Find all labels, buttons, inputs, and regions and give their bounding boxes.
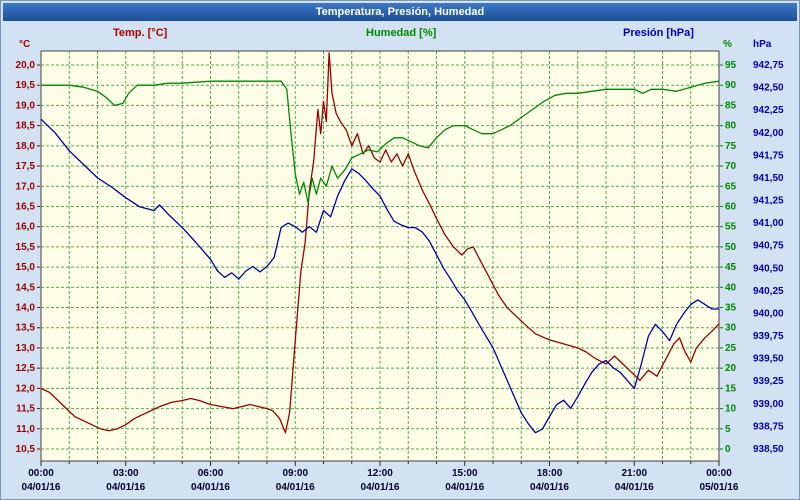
pressure-tick-label: 938,50	[753, 444, 784, 455]
x-date-label: 04/01/16	[445, 482, 484, 493]
humidity-tick-label: 70	[725, 161, 737, 172]
x-date-label: 04/01/16	[361, 482, 400, 493]
x-date-label: 05/01/16	[700, 482, 739, 493]
temp-tick-label: 14,5	[16, 282, 36, 293]
series-line-pressure	[40, 118, 719, 434]
temp-tick-label: 11,0	[16, 424, 35, 435]
temp-tick-label: 17,5	[16, 161, 36, 172]
temp-tick-label: 18,0	[16, 141, 36, 152]
temp-tick-label: 17,0	[16, 181, 36, 192]
pressure-tick-label: 938,75	[753, 421, 784, 432]
pressure-tick-label: 942,50	[753, 83, 784, 94]
x-date-label: 04/01/16	[615, 482, 654, 493]
x-time-label: 18:00	[537, 468, 563, 479]
temp-axis-unit: °C	[19, 39, 31, 50]
pressure-tick-label: 940,00	[753, 308, 784, 319]
temp-tick-label: 13,0	[16, 343, 36, 354]
temp-tick-label: 20,0	[16, 60, 36, 71]
window-title-bar: Temperatura, Presión, Humedad	[3, 3, 797, 21]
pressure-tick-label: 941,50	[753, 173, 784, 184]
temp-tick-label: 15,0	[16, 262, 36, 273]
pressure-tick-label: 940,75	[753, 241, 784, 252]
humidity-tick-label: 60	[725, 201, 737, 212]
pressure-axis-unit: hPa	[753, 39, 772, 50]
temp-tick-label: 13,5	[16, 323, 36, 334]
x-time-label: 15:00	[452, 468, 478, 479]
humidity-tick-label: 45	[725, 262, 737, 273]
temp-tick-label: 16,0	[16, 222, 36, 233]
x-time-label: 12:00	[367, 468, 393, 479]
pressure-tick-label: 939,00	[753, 399, 784, 410]
legend-temp-label: Temp. [°C]	[113, 27, 168, 39]
x-date-label: 04/01/16	[530, 482, 569, 493]
temp-tick-label: 19,5	[16, 80, 36, 91]
humidity-tick-label: 5	[725, 424, 731, 435]
x-date-label: 04/01/16	[276, 482, 315, 493]
humidity-tick-label: 65	[725, 181, 737, 192]
x-time-label: 09:00	[282, 468, 308, 479]
humidity-tick-label: 15	[725, 383, 737, 394]
series-line-humidity	[41, 80, 720, 204]
humidity-axis-unit: %	[723, 39, 732, 50]
humidity-tick-label: 85	[725, 100, 737, 111]
x-time-label: 03:00	[113, 468, 139, 479]
temp-tick-label: 16,5	[16, 201, 36, 212]
humidity-tick-label: 25	[725, 343, 737, 354]
pressure-tick-label: 941,25	[753, 196, 784, 207]
temp-tick-label: 14,0	[16, 303, 36, 314]
pressure-tick-label: 939,50	[753, 354, 784, 365]
temp-tick-label: 15,5	[16, 242, 36, 253]
temp-tick-label: 11,5	[16, 404, 35, 415]
temp-tick-label: 10,5	[16, 444, 36, 455]
humidity-tick-label: 75	[725, 141, 737, 152]
pressure-tick-label: 940,50	[753, 263, 784, 274]
humidity-tick-label: 30	[725, 323, 737, 334]
x-time-label: 06:00	[198, 468, 224, 479]
pressure-tick-label: 939,75	[753, 331, 784, 342]
humidity-tick-label: 10	[725, 404, 737, 415]
humidity-tick-label: 0	[725, 444, 731, 455]
chart-canvas: 20,0 95 19,5 90 19,0 85 18,5 80 18,0 75 17,5 70 17,0…	[16, 50, 784, 493]
humidity-tick-label: 80	[725, 121, 737, 132]
humidity-tick-label: 90	[725, 80, 737, 91]
temp-tick-label: 12,0	[16, 383, 36, 394]
legend-pressure-label: Presión [hPa]	[623, 27, 694, 39]
humidity-tick-label: 50	[725, 242, 737, 253]
humidity-tick-label: 35	[725, 303, 737, 314]
pressure-tick-label: 942,25	[753, 105, 784, 116]
pressure-tick-label: 942,75	[753, 60, 784, 71]
humidity-tick-label: 95	[725, 60, 737, 71]
series-line-temp	[40, 52, 720, 434]
temp-tick-label: 12,5	[16, 363, 36, 374]
pressure-tick-label: 940,25	[753, 286, 784, 297]
x-date-label: 04/01/16	[22, 482, 61, 493]
pressure-tick-label: 942,00	[753, 128, 784, 139]
temp-tick-label: 19,0	[16, 100, 36, 111]
x-time-label: 00:00	[28, 468, 54, 479]
pressure-tick-label: 939,25	[753, 376, 784, 387]
x-date-label: 04/01/16	[106, 482, 145, 493]
humidity-tick-label: 40	[725, 282, 737, 293]
x-time-label: 00:00	[706, 468, 732, 479]
window-title: Temperatura, Presión, Humedad	[315, 6, 485, 18]
x-date-label: 04/01/16	[191, 482, 230, 493]
humidity-tick-label: 20	[725, 363, 737, 374]
pressure-tick-label: 941,75	[753, 150, 784, 161]
legend-humidity-label: Humedad [%]	[366, 27, 437, 39]
temp-tick-label: 18,5	[16, 121, 36, 132]
pressure-tick-label: 941,00	[753, 218, 784, 229]
x-time-label: 21:00	[621, 468, 647, 479]
humidity-tick-label: 55	[725, 222, 737, 233]
